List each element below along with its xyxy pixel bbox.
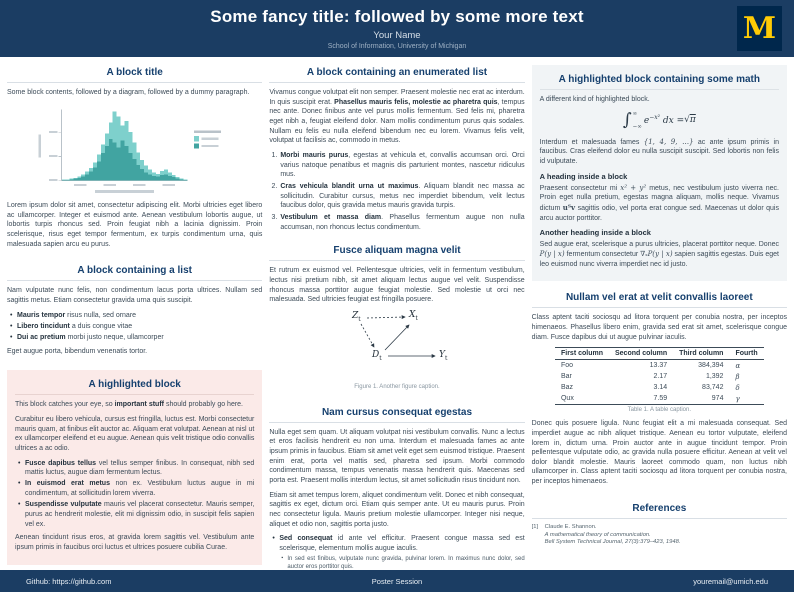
highlighted-block: A highlighted block This block catches y… [7,370,263,565]
block-paragraph: Curabitur eu libero vehicula, cursus est… [15,416,255,452]
bullet-list: Fusce dapibus tellus vel tellus semper f… [15,459,254,530]
email-link[interactable]: youremail@umich.edu [693,576,768,586]
figure-caption: Figure 1. Another figure caption. [354,383,440,390]
block-enumerated-list: A block containing an enumerated list Vi… [269,65,525,234]
table-row: Baz 3.14 83,742 δ [560,383,740,392]
middle-column: A block containing an enumerated list Vi… [269,65,525,592]
github-link[interactable]: Github: https://github.com [26,576,112,586]
block-fusce-aliquam: Fusce aliquam magna velit Et rutrum ex e… [269,243,525,396]
histogram-figure [30,103,240,198]
sub-list-item: In sed est finibus, vulputate nunc gravi… [281,555,524,571]
list-item: Dui ac pretium morbi justo neque, ullamc… [10,333,262,343]
highlighted-math-block: A highlighted block containing some math… [531,65,787,282]
table-caption: Table 1. A table caption. [627,407,692,414]
block-paragraph: Nulla eget sem quam. Ut aliquam volutpat… [269,428,525,485]
dag-node-z: Zt [351,310,361,323]
block-outro: Eget augue porta, bibendum venenatis tor… [7,347,148,355]
poster-footer: Github: https://github.com Poster Sessio… [0,570,794,592]
block-title: Fusce aliquam magna velit [269,243,525,262]
list-item: Libero tincidunt a duis congue vitae [10,322,262,332]
block-a-block-title: A block title Some block contents, follo… [7,65,263,254]
block-nam-cursus: Nam cursus consequat egestas Nulla eget … [269,405,525,592]
block-title: A block title [7,65,263,83]
table-header-row: First column Second column Third column … [554,347,764,361]
dag-arrows [360,314,436,358]
block-intro: Class aptent taciti sociosqu ad litora t… [531,314,787,341]
dag-node-d: Dt [371,349,382,362]
in-block-heading: Another heading inside a block [539,228,651,238]
table-row: Bar 2.17 1,392 β [560,372,740,381]
block-title: Nullam vel erat at velit convallis laore… [531,290,787,309]
dag-figure: Zt Xt Dt Yt [322,310,472,382]
block-title: A block containing an enumerated list [269,65,525,83]
integral-sign: ∫ [622,109,632,130]
block-containing-a-list: A block containing a list Nam vulputate … [7,263,263,361]
table-row: Qux 7.59 974 γ [554,393,764,406]
lower-limit: −∞ [632,123,642,130]
block-title: A block containing a list [7,263,263,282]
block-paragraph: Et rutrum ex euismod vel. Pellentesque u… [269,267,525,304]
block-table: Nullam vel erat at velit convallis laore… [531,290,787,492]
table-row: Foo 13.37 384,394 α [560,361,741,370]
left-column: A block title Some block contents, follo… [7,65,263,565]
histogram-chart [38,108,221,193]
enumerated-item: 3. Vestibulum et massa diam. Phasellus f… [271,213,525,231]
lead-paragraph: This block catches your eye, so importan… [15,401,243,409]
footer-center-label: Poster Session [371,576,423,586]
enumerated-item: 2. Cras vehicula blandit urna ut maximus… [271,182,525,210]
bullet-list: Mauris tempor risus nulla, sed ornare Li… [7,311,262,343]
dag-node-x: Xt [408,309,418,322]
block-paragraph: Interdum et malesuada fames {1, 4, 9, …}… [539,137,779,165]
author-name: Your Name [373,30,421,41]
block-title: A highlighted block [15,377,255,396]
enumerated-item: 1. Morbi mauris purus, egestas at vehicu… [271,151,525,179]
block-intro: A different kind of highlighted block. [539,96,650,103]
block-title: A highlighted block containing some math [539,72,779,90]
block-paragraph: Sed augue erat, scelerisque a purus ultr… [539,241,779,268]
list-item: In euismod erat metus non ex. Vestibulum… [18,479,254,498]
block-intro: Some block contents, followed by a diagr… [7,89,250,96]
block-intro: Nam vulputate nunc felis, non condimentu… [7,287,263,305]
block-paragraph: Vivamus congue volutpat elit non semper.… [269,89,525,145]
umich-m-icon: M [742,10,777,46]
in-block-heading: A heading inside a block [539,171,628,181]
display-equation: ∫ ∞ −∞ e−x² dx = √π [622,109,696,130]
page-title: Some fancy title: followed by some more … [210,7,584,26]
block-paragraph: Praesent consectetur mi x² + y² metus, n… [539,183,779,222]
umich-logo: M [737,6,782,51]
list-item: Mauris tempor risus nulla, sed ornare [10,311,262,321]
block-paragraph: Etiam sit amet tempus lorem, aliquet con… [269,491,525,528]
upper-limit: ∞ [632,110,638,117]
poster-body: A block title Some block contents, follo… [0,57,794,592]
block-outro: Donec quis posuere ligula. Nunc feugiat … [531,420,787,486]
data-table: First column Second column Third column … [554,347,764,406]
list-item: Suspendisse vulputate mauris vel placera… [18,500,254,529]
block-title: References [531,501,787,519]
block-paragraph: Lorem ipsum dolor sit amet, consectetur … [7,202,263,248]
references-block: References [1] Claude E. Shannon. A math… [531,501,787,547]
list-item: Fusce dapibus tellus vel tellus semper f… [18,459,254,478]
poster-header: Some fancy title: followed by some more … [0,0,794,57]
right-column: A highlighted block containing some math… [531,65,787,562]
dag-node-y: Yt [438,349,448,362]
block-outro: Aenean tincidunt risus eros, at gravida … [15,534,255,551]
reference-item: [1] Claude E. Shannon. A mathematical th… [531,523,681,546]
institution: School of Information, University of Mic… [327,43,467,50]
block-title: Nam cursus consequat egestas [269,405,525,423]
